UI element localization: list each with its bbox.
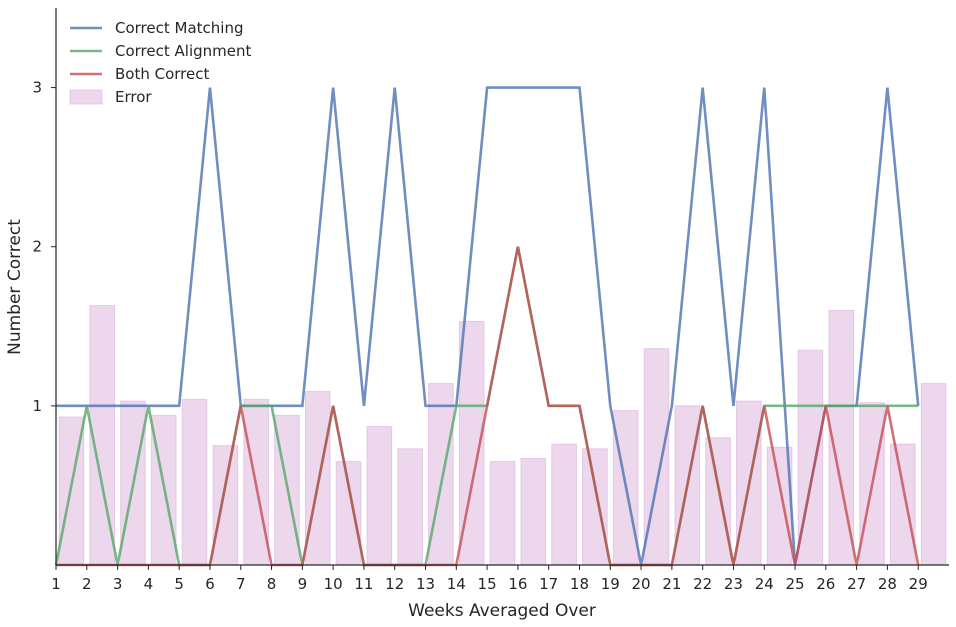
x-tick-label: 18: [570, 575, 589, 593]
x-ticks: 1 2 3 4 5 6 7 8 9 10 11 12 13 14 15 16 17 18 19 20 21 22 23 24 2…: [51, 565, 928, 593]
legend-label: Both Correct: [115, 65, 209, 83]
x-tick-label: 26: [816, 575, 835, 593]
error-bar: [304, 391, 331, 566]
error-bar: [920, 383, 947, 566]
x-tick-label: 28: [878, 575, 897, 593]
x-tick-label: 10: [324, 575, 343, 593]
x-tick-label: 22: [693, 575, 712, 593]
x-tick-label: 14: [447, 575, 466, 593]
x-tick-label: 15: [478, 575, 497, 593]
x-tick-label: 4: [144, 575, 154, 593]
y-tick-label: 2: [32, 238, 42, 256]
x-tick-label: 20: [632, 575, 651, 593]
x-tick-label: 27: [847, 575, 866, 593]
legend-label: Error: [115, 88, 152, 106]
x-tick-label: 5: [174, 575, 184, 593]
x-tick-label: 8: [267, 575, 277, 593]
y-axis-label: Number Correct: [5, 219, 25, 355]
error-bars: [58, 305, 947, 566]
x-tick-label: 2: [82, 575, 92, 593]
y-ticks: 1 2 3: [32, 79, 56, 415]
x-tick-label: 7: [236, 575, 246, 593]
error-bar: [705, 437, 731, 566]
legend-label: Correct Matching: [115, 19, 243, 37]
x-tick-label: 21: [662, 575, 681, 593]
x-tick-label: 16: [508, 575, 527, 593]
x-tick-label: 19: [601, 575, 620, 593]
x-tick-label: 25: [785, 575, 804, 593]
error-bar: [335, 461, 362, 566]
x-tick-label: 9: [298, 575, 308, 593]
x-tick-label: 3: [113, 575, 123, 593]
x-tick-label: 23: [724, 575, 743, 593]
error-bar: [366, 426, 393, 566]
error-bar: [397, 448, 423, 566]
error-bar: [582, 448, 608, 566]
x-tick-label: 1: [51, 575, 61, 593]
correct-matching-line: [56, 86, 920, 566]
x-tick-label: 29: [909, 575, 928, 593]
y-tick-label: 3: [32, 79, 42, 97]
axes: [55, 8, 949, 566]
error-bar: [428, 383, 454, 566]
error-bar: [520, 457, 547, 566]
error-bar: [551, 443, 577, 566]
x-tick-label: 24: [755, 575, 774, 593]
x-tick-label: 11: [354, 575, 373, 593]
x-tick-label: 6: [205, 575, 215, 593]
error-bar: [489, 461, 516, 566]
error-bar: [212, 445, 239, 566]
error-bar: [181, 398, 208, 566]
y-tick-label: 1: [32, 397, 42, 415]
x-tick-label: 13: [416, 575, 435, 593]
x-tick-label: 17: [539, 575, 558, 593]
legend-label: Correct Alignment: [115, 42, 251, 60]
error-bar: [889, 443, 916, 566]
legend: Correct Matching Correct Alignment Both Co…: [69, 19, 251, 106]
x-tick-label: 12: [385, 575, 404, 593]
x-axis-label: Weeks Averaged Over: [408, 601, 596, 621]
legend-swatch-error: [69, 89, 103, 105]
